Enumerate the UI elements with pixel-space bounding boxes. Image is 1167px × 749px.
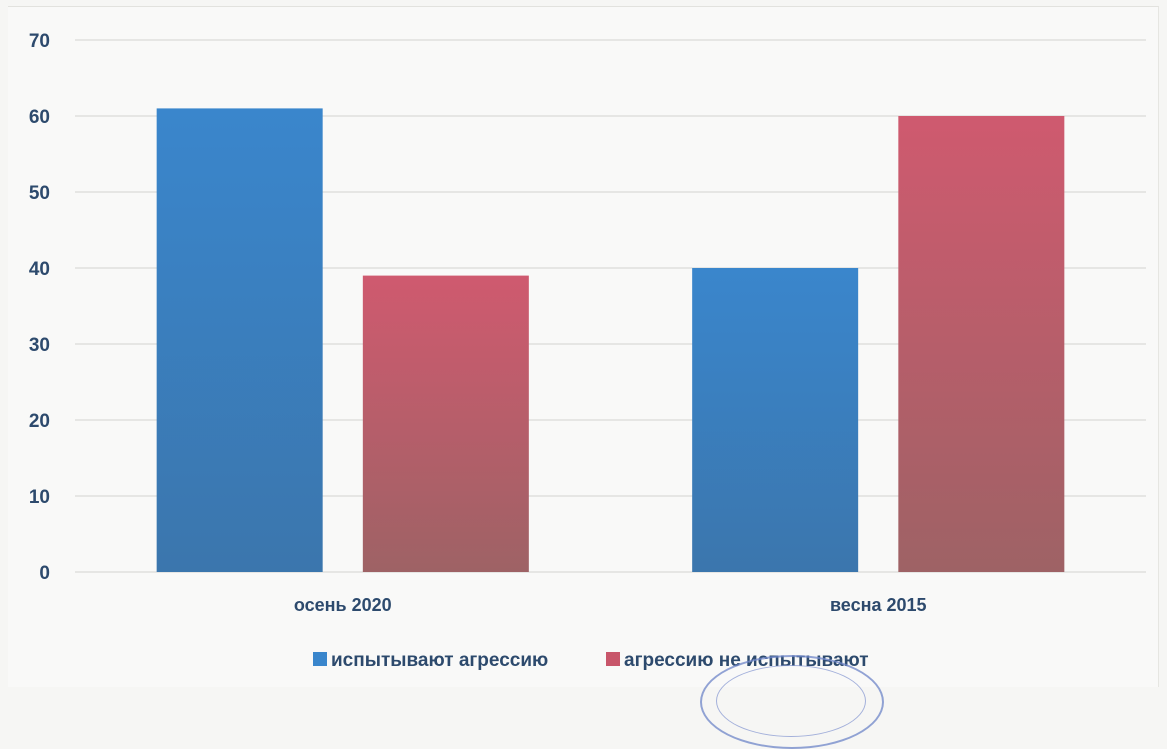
y-tick-label: 40 xyxy=(29,259,50,280)
y-tick-label: 20 xyxy=(29,411,50,432)
bar-2-2 xyxy=(898,116,1065,572)
x-tick-label: осень 2020 xyxy=(294,595,392,615)
bar-1-2 xyxy=(692,268,859,572)
y-tick-label: 10 xyxy=(29,487,50,508)
bar-2-1 xyxy=(362,275,529,572)
y-tick-label: 50 xyxy=(29,183,50,204)
legend-label: испытывают агрессию xyxy=(331,650,548,671)
seal-stamp-inner-ring xyxy=(716,665,866,737)
y-tick-label: 60 xyxy=(29,107,50,128)
legend-swatch xyxy=(606,652,620,666)
bar-1-1 xyxy=(156,108,323,573)
x-axis-ticks: осень 2020 весна 2015 xyxy=(294,595,927,615)
bars xyxy=(156,108,1065,573)
legend-swatch xyxy=(313,652,327,666)
y-tick-label: 70 xyxy=(29,31,50,52)
y-tick-label: 30 xyxy=(29,335,50,356)
x-tick-label: весна 2015 xyxy=(830,595,927,615)
seal-stamp xyxy=(700,655,884,749)
y-axis-ticks: 0 10 20 30 40 50 60 70 xyxy=(29,31,50,584)
y-tick-label: 0 xyxy=(39,563,50,584)
bar-chart: 0 10 20 30 40 50 60 70 осень 2020 весна 2015 исп… xyxy=(29,31,1146,671)
